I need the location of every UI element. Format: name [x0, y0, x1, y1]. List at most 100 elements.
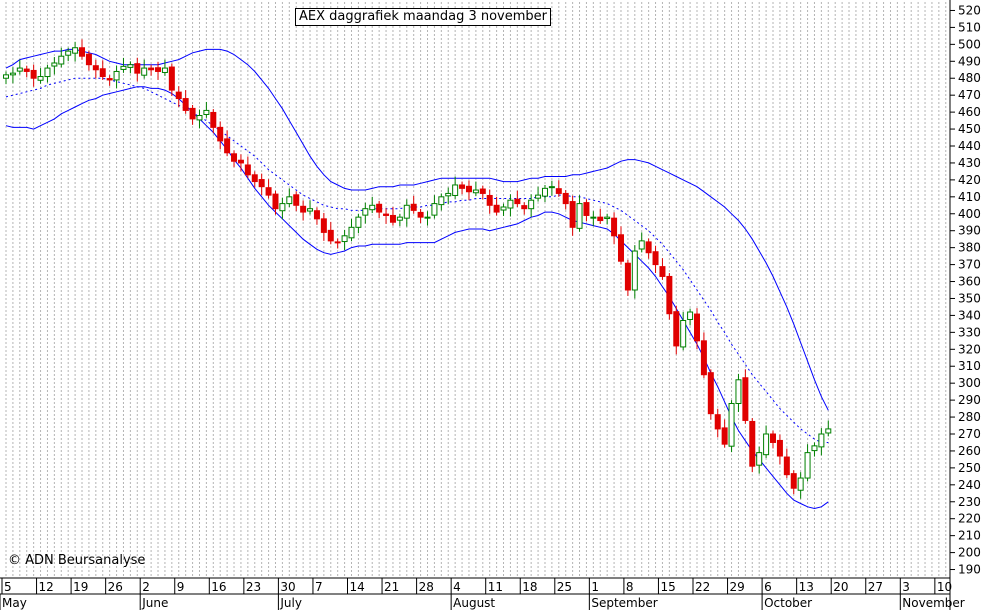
middle-band-line	[5, 77, 829, 443]
y-tick-label: 300	[958, 376, 981, 390]
y-tick-label: 390	[958, 224, 981, 238]
week-label: 1	[591, 580, 599, 594]
month-label: May	[2, 596, 27, 610]
candle-body	[465, 185, 472, 193]
candle-body	[410, 203, 417, 211]
candle-body	[65, 50, 72, 56]
candle-body	[507, 199, 514, 209]
y-tick-label: 320	[958, 342, 981, 356]
y-tick-label: 330	[958, 325, 981, 339]
candle-body	[237, 159, 244, 164]
month-label: August	[453, 596, 495, 610]
candle-body	[16, 67, 23, 72]
week-label: 4	[453, 580, 461, 594]
week-label: 2	[142, 580, 150, 594]
candle-body	[307, 208, 314, 212]
candle-body	[148, 67, 155, 71]
candle-body	[452, 184, 459, 196]
y-tick-label: 250	[958, 461, 981, 475]
candle-body	[383, 213, 390, 216]
candle-body	[721, 427, 728, 445]
week-label: 22	[695, 580, 710, 594]
candle-body	[431, 203, 438, 216]
candle-body	[362, 208, 369, 216]
week-label: 6	[764, 580, 772, 594]
candle-body	[479, 188, 486, 194]
week-label: 20	[833, 580, 848, 594]
candle-body	[707, 372, 714, 415]
candle-body	[182, 98, 189, 111]
month-label: September	[591, 596, 657, 610]
candle-body	[175, 91, 182, 100]
y-tick-label: 450	[958, 122, 981, 136]
candle-body	[742, 377, 749, 421]
candle-body	[790, 473, 797, 489]
candle-body	[617, 234, 624, 262]
week-label: 3	[902, 580, 910, 594]
candle-body	[369, 204, 376, 211]
y-tick-label: 460	[958, 105, 981, 119]
candle-body	[590, 216, 597, 219]
candle-body	[638, 240, 645, 250]
y-tick-label: 370	[958, 258, 981, 272]
candle-body	[535, 194, 542, 199]
y-tick-label: 260	[958, 444, 981, 458]
y-tick-label: 360	[958, 275, 981, 289]
candle-body	[313, 210, 320, 220]
y-tick-label: 190	[958, 563, 981, 577]
candle-body	[728, 403, 735, 447]
candle-body	[700, 340, 707, 376]
week-label: 26	[108, 580, 123, 594]
candle-body	[776, 439, 783, 457]
candle-body	[694, 313, 700, 342]
candle-body	[825, 428, 832, 434]
candle-body	[548, 186, 555, 189]
week-label: 23	[246, 580, 261, 594]
candle-body	[286, 196, 293, 205]
candle-body	[624, 262, 631, 291]
candle-body	[189, 107, 196, 120]
candle-body	[44, 67, 51, 78]
week-label: 15	[660, 580, 675, 594]
candle-body	[652, 251, 659, 266]
candle-body	[486, 194, 493, 206]
week-label: 28	[419, 580, 434, 594]
candlesticks	[3, 39, 832, 499]
candle-body	[403, 204, 410, 219]
candle-body	[348, 226, 355, 239]
candle-body	[224, 138, 231, 154]
chart-frame	[0, 0, 951, 610]
candle-body	[604, 216, 611, 220]
candle-body	[244, 164, 251, 176]
y-tick-label: 520	[958, 3, 981, 17]
candle-body	[155, 67, 162, 72]
candle-body	[161, 67, 168, 73]
week-label: 29	[730, 580, 745, 594]
week-label: 11	[488, 580, 503, 594]
candle-body	[659, 266, 666, 277]
candle-body	[251, 174, 258, 183]
candle-body	[472, 189, 479, 194]
candle-body	[438, 196, 445, 206]
candle-body	[389, 214, 396, 223]
candle-body	[459, 184, 466, 189]
y-tick-label: 400	[958, 207, 981, 221]
week-label: 27	[868, 580, 883, 594]
candle-body	[583, 202, 590, 216]
candle-body	[355, 216, 362, 228]
y-tick-label: 380	[958, 241, 981, 255]
candle-body	[320, 218, 327, 233]
y-tick-label: 210	[958, 529, 981, 543]
candle-body	[396, 216, 403, 221]
y-tick-label: 510	[958, 20, 981, 34]
week-label: 25	[557, 580, 572, 594]
week-label: 10	[937, 580, 952, 594]
y-tick-label: 280	[958, 410, 981, 424]
chart-grid	[5, 2, 947, 578]
y-tick-label: 220	[958, 512, 981, 526]
candle-body	[763, 433, 770, 456]
y-tick-label: 350	[958, 291, 981, 305]
candle-body	[783, 456, 790, 476]
candle-body	[555, 188, 562, 194]
candle-body	[797, 477, 804, 491]
